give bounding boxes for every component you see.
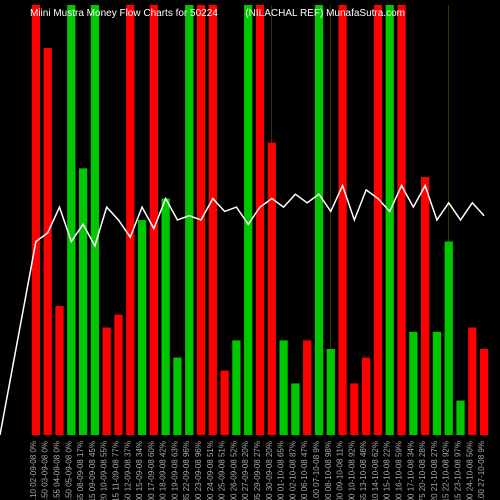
stock-chart: Miini Mustra Money Flow Charts for 50224… <box>0 0 500 500</box>
bar <box>468 328 476 436</box>
x-axis-label: 423.00 02-10-08 87% <box>288 441 297 500</box>
bar <box>114 315 122 435</box>
x-axis-label: 463.00 23-09-08 96% <box>194 441 203 500</box>
bar <box>79 168 87 435</box>
x-axis-label: 415.00 15-10-08 22% <box>383 441 392 500</box>
x-axis-label: 421.00 01-10-08 65% <box>277 441 286 500</box>
bar <box>173 358 181 435</box>
x-axis-label: 420.00 06-10-08 47% <box>300 441 309 500</box>
x-axis-label: 450.00 19-09-08 63% <box>170 441 179 500</box>
x-axis-label: 450.50 05-09-08 0% <box>64 441 73 500</box>
x-axis-label: 441.00 25-09-08 51% <box>218 441 227 500</box>
x-axis-label: 418.00 07-10-08 9% <box>312 441 321 500</box>
bar <box>456 401 464 435</box>
bar <box>350 383 358 435</box>
chart-canvas: 472.10 02-09-08 0%473.50 03-09-08 0%454.… <box>0 0 500 500</box>
x-axis-label: 437.00 26-09-08 52% <box>229 441 238 500</box>
bar <box>220 371 228 436</box>
bar <box>185 5 193 435</box>
bar <box>126 5 134 435</box>
bar <box>303 340 311 435</box>
bar <box>362 358 370 435</box>
chart-title-right: (NILACHAL REF) MunafaSutra.com <box>245 8 405 19</box>
x-axis-label: 422.00 27-09-08 20% <box>241 441 250 500</box>
bar <box>374 5 382 435</box>
bar <box>162 199 170 436</box>
bar <box>232 340 240 435</box>
x-axis-label: 425.00 30-09-08 20% <box>265 441 274 500</box>
bar <box>103 328 111 436</box>
x-axis-label: 428.50 12-09-08 37% <box>123 441 132 500</box>
x-axis-label: 473.50 03-09-08 0% <box>41 441 50 500</box>
x-axis-label: 420.55 13-10-08 48% <box>359 441 368 500</box>
x-axis-label: 414.75 20-10-08 28% <box>418 441 427 500</box>
x-axis-label: 413.00 16-10-08 59% <box>395 441 404 500</box>
x-axis-label: 419.00 08-10-08 98% <box>324 441 333 500</box>
bar <box>315 5 323 435</box>
bar <box>327 349 335 435</box>
x-axis-label: 472.10 02-09-08 0% <box>29 441 38 500</box>
x-axis-label: 414.00 17-10-08 34% <box>406 441 415 500</box>
x-axis-label: 444.15 11-09-08 77% <box>111 441 120 500</box>
x-axis-label: 430.00 09-10-08 11% <box>336 441 345 500</box>
bar <box>44 48 52 435</box>
chart-title-left: Miini Mustra Money Flow Charts for 50224 <box>30 8 218 19</box>
bar <box>55 306 63 435</box>
bar <box>32 5 40 435</box>
x-axis-label: 416.00 24-10-08 50% <box>465 441 474 500</box>
bar <box>279 340 287 435</box>
bar <box>91 5 99 435</box>
x-axis-label: 468.55 08-09-08 17% <box>76 441 85 500</box>
bar <box>67 5 75 435</box>
x-axis-label: 463.85 22-09-08 96% <box>182 441 191 500</box>
bar <box>433 332 441 435</box>
bar <box>138 220 146 435</box>
x-axis-label: 438.00 17-09-08 60% <box>147 441 156 500</box>
x-axis-label: 410.00 27-10-08 9% <box>477 441 486 500</box>
bar <box>268 143 276 435</box>
x-axis-label: 422.05 29-09-08 27% <box>253 441 262 500</box>
bar <box>480 349 488 435</box>
bar <box>338 5 346 435</box>
x-axis-label: 417.15 23-10-08 97% <box>454 441 463 500</box>
x-axis-label: 454.20 10-09-08 55% <box>100 441 109 500</box>
bar <box>386 5 394 435</box>
x-axis-label: 454.55 04-09-08 0% <box>52 441 61 500</box>
bar <box>421 177 429 435</box>
bar <box>291 383 299 435</box>
x-axis-label: 455.00 18-09-08 42% <box>159 441 168 500</box>
bar <box>445 242 453 436</box>
x-axis-label: 428.00 10-10-08 92% <box>347 441 356 500</box>
x-axis-label: 422.15 22-10-08 92% <box>442 441 451 500</box>
x-axis-label: 417.20 21-10-08 27% <box>430 441 439 500</box>
x-axis-label: 473.15 09-09-08 45% <box>88 441 97 500</box>
bar <box>209 5 217 435</box>
bar <box>397 5 405 435</box>
x-axis-label: 420.10 14-10-08 62% <box>371 441 380 500</box>
bar <box>409 332 417 435</box>
x-axis-label: 421.00 15-09-08 34% <box>135 441 144 500</box>
bar <box>256 5 264 435</box>
x-axis-label: 451.00 24-09-08 51% <box>206 441 215 500</box>
